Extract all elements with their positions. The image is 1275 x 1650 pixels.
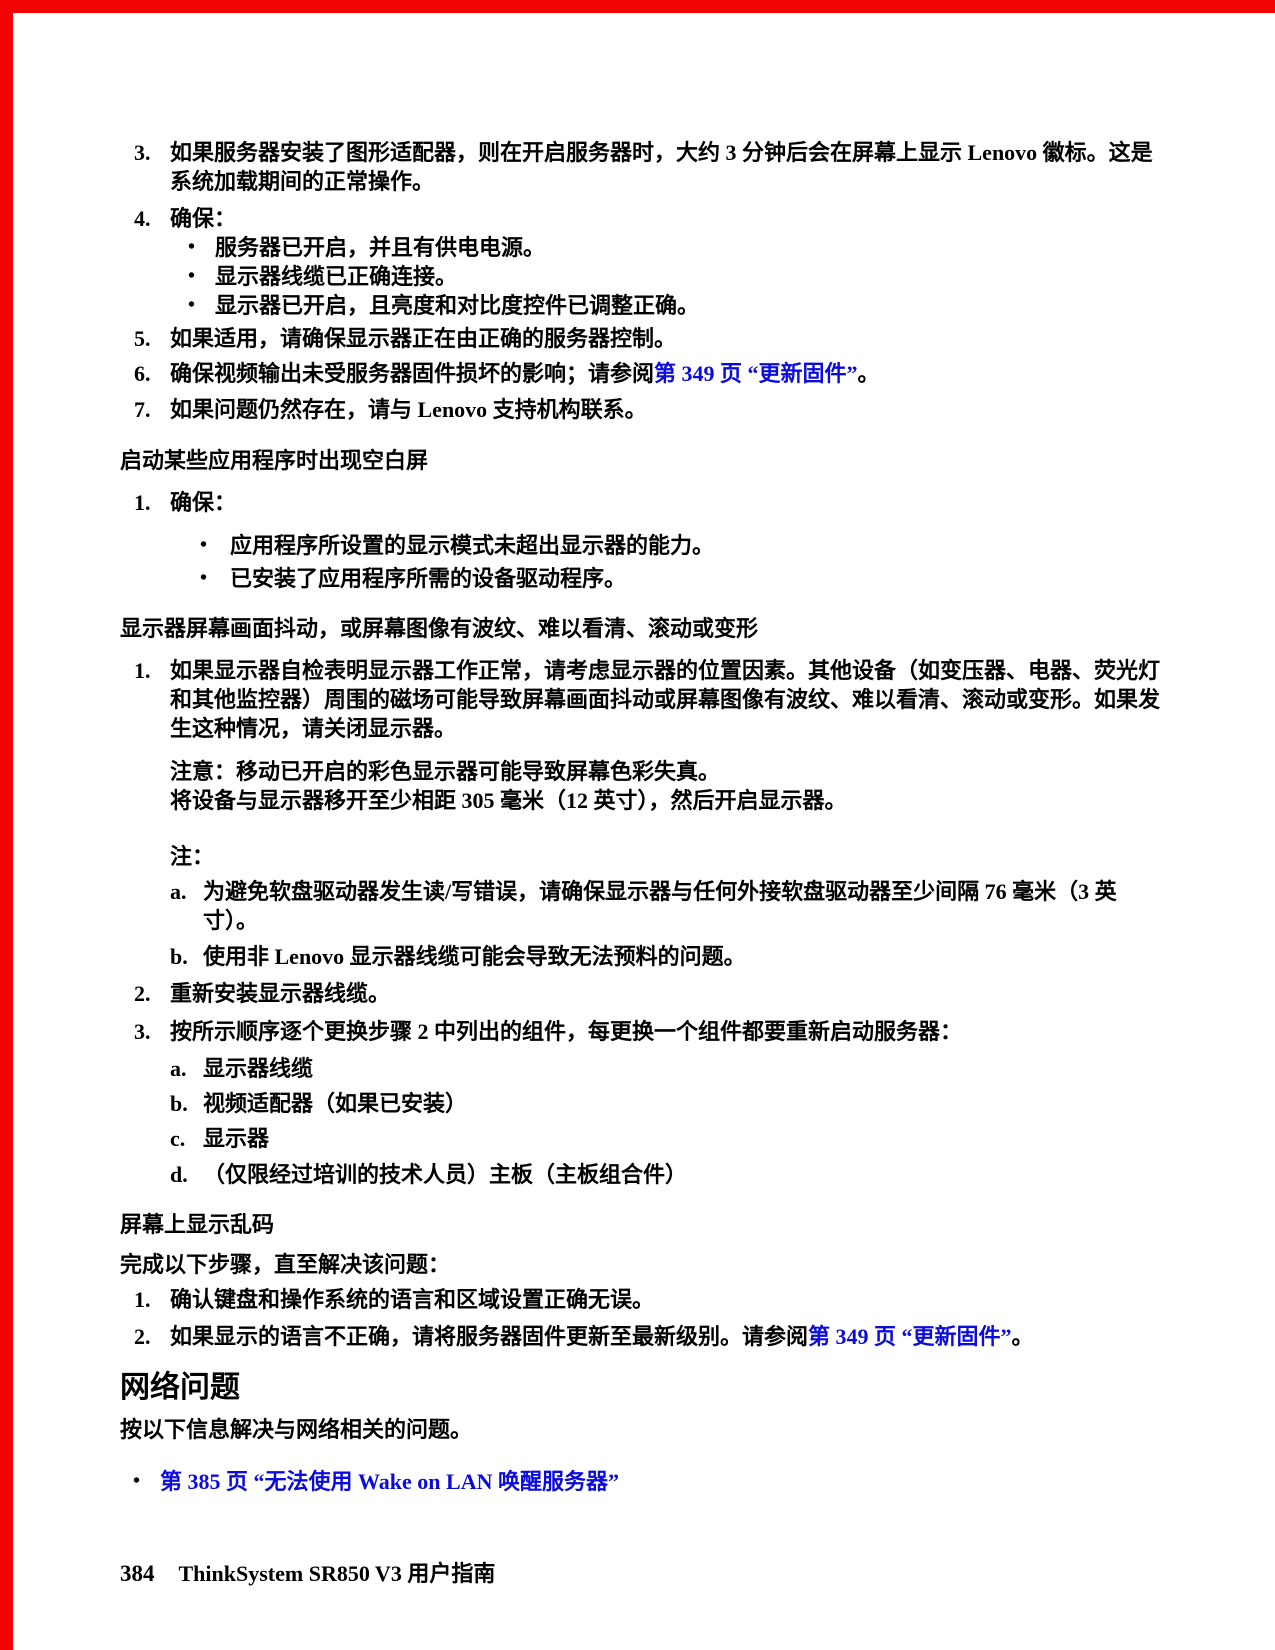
- sub-item-c: c. 显示器: [170, 1124, 1160, 1153]
- step-item-6: 6. 确保视频输出未受服务器固件损坏的影响；请参阅第 349 页 “更新固件”。: [120, 359, 1160, 388]
- step-body: 确保： • 服务器已开启，并且有供电电源。 • 显示器线缆已正确连接。 • 显示…: [170, 204, 1160, 320]
- update-firmware-link[interactable]: 第 349 页 “更新固件”: [808, 1324, 1012, 1349]
- step-text: 如果问题仍然存在，请与 Lenovo 支持机构联系。: [170, 397, 647, 422]
- section-heading-garbled-screen: 屏幕上显示乱码: [120, 1212, 275, 1237]
- attention-label: 注意：: [170, 759, 237, 784]
- note-letter: a.: [170, 879, 187, 904]
- note-text: 为避免软盘驱动器发生读/写错误，请确保显示器与任何外接软盘驱动器至少间隔 76 …: [203, 879, 1117, 933]
- update-firmware-link[interactable]: 第 349 页 “更新固件”: [654, 361, 858, 386]
- network-intro: 按以下信息解决与网络相关的问题。: [120, 1417, 473, 1442]
- wake-on-lan-link[interactable]: 第 385 页 “无法使用 Wake on LAN 唤醒服务器”: [160, 1469, 619, 1494]
- step-text: 确保视频输出未受服务器固件损坏的影响；请参阅第 349 页 “更新固件”。: [170, 359, 1160, 388]
- bullet-icon: •: [133, 1470, 141, 1492]
- step-number: 3.: [134, 140, 151, 165]
- network-link-item: • 第 385 页 “无法使用 Wake on LAN 唤醒服务器”: [120, 1467, 1160, 1496]
- attention-paragraph: 注意：移动已开启的彩色显示器可能导致屏幕色彩失真。: [170, 757, 1160, 786]
- note-letter: b.: [170, 944, 188, 969]
- step-item-3-jitter: 3. 按所示顺序逐个更换步骤 2 中列出的组件，每更换一个组件都要重新启动服务器…: [120, 1017, 1160, 1189]
- sub-text: （仅限经过培训的技术人员）主板（主板组合件）: [203, 1162, 688, 1187]
- sub-item-b: b. 视频适配器（如果已安装）: [170, 1089, 1160, 1118]
- step-item-1-jitter: 1. 如果显示器自检表明显示器工作正常，请考虑显示器的位置因素。其他设备（如变压…: [120, 656, 1160, 971]
- step-number: 4.: [134, 206, 151, 231]
- bullet-icon: •: [200, 534, 208, 556]
- sub-letter: d.: [170, 1162, 188, 1187]
- step-number: 1.: [134, 658, 151, 683]
- step-text: 如果显示器自检表明显示器工作正常，请考虑显示器的位置因素。其他设备（如变压器、电…: [170, 658, 1161, 741]
- step-text: 重新安装显示器线缆。: [170, 981, 391, 1006]
- book-title: ThinkSystem SR850 V3 用户指南: [178, 1561, 496, 1586]
- step-item-7: 7. 如果问题仍然存在，请与 Lenovo 支持机构联系。: [120, 395, 1160, 424]
- scan-edge-left: [0, 0, 13, 1650]
- garbled-intro: 完成以下步骤，直至解决该问题：: [120, 1252, 451, 1277]
- step-number: 6.: [134, 361, 151, 386]
- step-item-5: 5. 如果适用，请确保显示器正在由正确的服务器控制。: [120, 324, 1160, 353]
- section-heading-network: 网络问题: [120, 1371, 240, 1404]
- move-note-paragraph: 将设备与显示器移开至少相距 305 毫米（12 英寸），然后开启显示器。: [170, 788, 847, 813]
- step-body: 按所示顺序逐个更换步骤 2 中列出的组件，每更换一个组件都要重新启动服务器： a…: [170, 1017, 1160, 1189]
- note-label: 注：: [170, 844, 215, 869]
- section-heading-monitor-jitter: 显示器屏幕画面抖动，或屏幕图像有波纹、难以看清、滚动或变形: [120, 616, 759, 641]
- step-label: 确保：: [170, 490, 237, 515]
- sub-text: 显示器线缆: [203, 1056, 314, 1081]
- step-item-3: 3. 如果服务器安装了图形适配器，则在开启服务器时，大约 3 分钟后会在屏幕上显…: [120, 138, 1160, 196]
- step-number: 7.: [134, 397, 151, 422]
- bullet-text: 显示器线缆已正确连接。: [215, 264, 458, 289]
- bullet-icon: •: [188, 236, 196, 258]
- step-text-pre: 如果显示的语言不正确，请将服务器固件更新至最新级别。请参阅: [170, 1324, 809, 1349]
- bullet-text: 应用程序所设置的显示模式未超出显示器的能力。: [230, 533, 715, 558]
- step-label: 确保：: [170, 206, 237, 231]
- bullet-icon: •: [188, 265, 196, 287]
- bullet-icon: •: [200, 567, 208, 589]
- bullet-item: • 显示器线缆已正确连接。: [170, 262, 1160, 291]
- step-text-post: 。: [1011, 1324, 1034, 1349]
- step-number: 1.: [134, 490, 151, 515]
- step-text: 如果显示的语言不正确，请将服务器固件更新至最新级别。请参阅第 349 页 “更新…: [170, 1322, 1160, 1351]
- step-text-pre: 确保视频输出未受服务器固件损坏的影响；请参阅: [170, 361, 655, 386]
- step-number: 2.: [134, 981, 151, 1006]
- sub-item-a: a. 显示器线缆: [170, 1054, 1160, 1083]
- step-text: 如果服务器安装了图形适配器，则在开启服务器时，大约 3 分钟后会在屏幕上显示 L…: [170, 140, 1153, 194]
- section-heading-blank-screen: 启动某些应用程序时出现空白屏: [120, 448, 429, 473]
- step-number: 3.: [134, 1019, 151, 1044]
- sub-letter: b.: [170, 1091, 188, 1116]
- step-item-1-garbled: 1. 确认键盘和操作系统的语言和区域设置正确无误。: [120, 1285, 1160, 1314]
- step-text-post: 。: [857, 361, 880, 386]
- step-item-1-blank: 1. 确保： • 应用程序所设置的显示模式未超出显示器的能力。 • 已安装了应用…: [120, 488, 1160, 593]
- bullet-text: 显示器已开启，且亮度和对比度控件已调整正确。: [215, 293, 700, 318]
- step-body: 确保： • 应用程序所设置的显示模式未超出显示器的能力。 • 已安装了应用程序所…: [170, 488, 1160, 593]
- sub-text: 视频适配器（如果已安装）: [203, 1091, 468, 1116]
- page-footer: 384 ThinkSystem SR850 V3 用户指南: [120, 1556, 495, 1588]
- note-item-b: b. 使用非 Lenovo 显示器线缆可能会导致无法预料的问题。: [170, 942, 1160, 971]
- note-item-a: a. 为避免软盘驱动器发生读/写错误，请确保显示器与任何外接软盘驱动器至少间隔 …: [170, 877, 1160, 935]
- bullet-text: 已安装了应用程序所需的设备驱动程序。: [230, 566, 627, 591]
- page-number: 384: [120, 1561, 155, 1586]
- scan-edge-top: [0, 0, 1275, 13]
- step-item-2-garbled: 2. 如果显示的语言不正确，请将服务器固件更新至最新级别。请参阅第 349 页 …: [120, 1322, 1160, 1351]
- step-body: 如果显示器自检表明显示器工作正常，请考虑显示器的位置因素。其他设备（如变压器、电…: [170, 656, 1160, 971]
- step-number: 1.: [134, 1287, 151, 1312]
- page-content: 3. 如果服务器安装了图形适配器，则在开启服务器时，大约 3 分钟后会在屏幕上显…: [120, 138, 1160, 1496]
- sub-item-d: d. （仅限经过培训的技术人员）主板（主板组合件）: [170, 1160, 1160, 1189]
- sub-text: 显示器: [203, 1126, 270, 1151]
- step-text: 确认键盘和操作系统的语言和区域设置正确无误。: [170, 1287, 655, 1312]
- note-text: 使用非 Lenovo 显示器线缆可能会导致无法预料的问题。: [203, 944, 746, 969]
- bullet-item: • 已安装了应用程序所需的设备驱动程序。: [170, 564, 1160, 593]
- step-item-2-jitter: 2. 重新安装显示器线缆。: [120, 979, 1160, 1008]
- step-number: 5.: [134, 326, 151, 351]
- attention-text: 移动已开启的彩色显示器可能导致屏幕色彩失真。: [236, 759, 721, 784]
- bullet-item: • 应用程序所设置的显示模式未超出显示器的能力。: [170, 531, 1160, 560]
- step-number: 2.: [134, 1324, 151, 1349]
- bullet-text: 服务器已开启，并且有供电电源。: [215, 235, 546, 260]
- sub-letter: a.: [170, 1056, 187, 1081]
- step-item-4: 4. 确保： • 服务器已开启，并且有供电电源。 • 显示器线缆已正确连接。 •…: [120, 204, 1160, 320]
- bullet-item: • 服务器已开启，并且有供电电源。: [170, 233, 1160, 262]
- step-text: 如果适用，请确保显示器正在由正确的服务器控制。: [170, 326, 677, 351]
- bullet-icon: •: [188, 294, 196, 316]
- bullet-item: • 显示器已开启，且亮度和对比度控件已调整正确。: [170, 291, 1160, 320]
- step-text: 按所示顺序逐个更换步骤 2 中列出的组件，每更换一个组件都要重新启动服务器：: [170, 1019, 963, 1044]
- sub-letter: c.: [170, 1126, 186, 1151]
